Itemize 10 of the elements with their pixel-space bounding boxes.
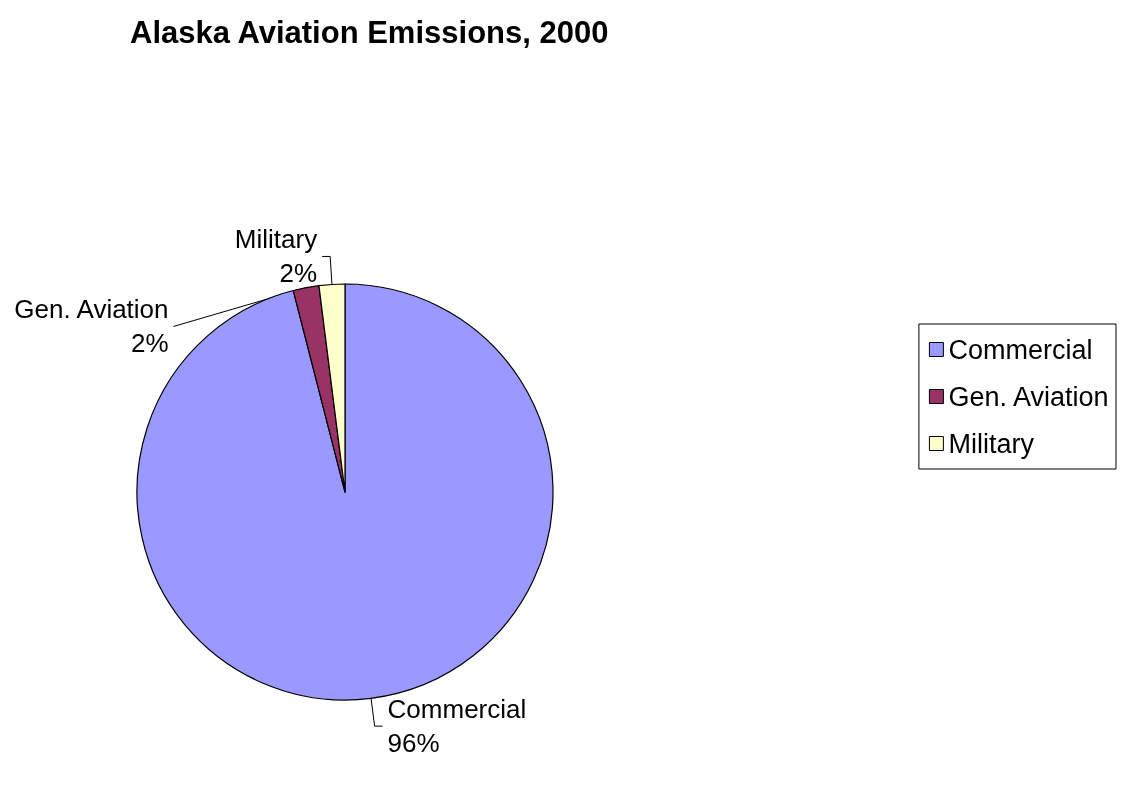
chart-title: Alaska Aviation Emissions, 2000 [130, 15, 609, 50]
slice-label: Commercial [387, 694, 527, 725]
legend-label: Commercial [948, 334, 1093, 365]
legend-label: Military [948, 428, 1035, 459]
slice-label: Gen. Aviation [14, 294, 169, 325]
legend-label: Gen. Aviation [948, 381, 1109, 412]
slice-label: Military [234, 224, 318, 255]
data-label: 96% [387, 728, 440, 759]
data-label: 2% [279, 258, 318, 289]
data-label: 2% [130, 328, 169, 359]
